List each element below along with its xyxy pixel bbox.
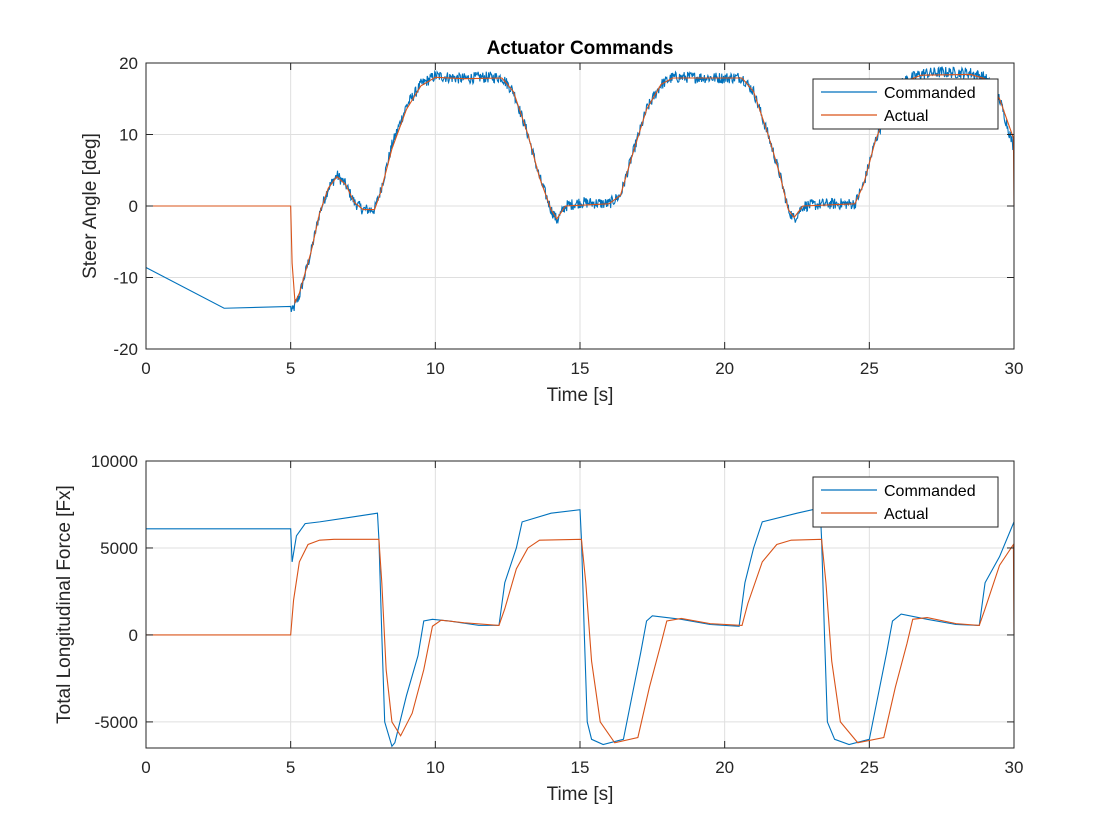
- force-y-tick-label-2: 5000: [100, 539, 138, 558]
- force-series-actual-line: [146, 538, 1015, 744]
- steer-x-tick-label-1: 5: [286, 359, 295, 378]
- force-lines: [146, 507, 1015, 748]
- force-y-tick-label-0: -5000: [95, 713, 138, 732]
- steer-x-tick-label-4: 20: [715, 359, 734, 378]
- force-y-tick-label-3: 10000: [91, 452, 138, 471]
- chart-title: Actuator Commands: [487, 38, 674, 59]
- steer-legend: Commanded Actual: [812, 78, 999, 130]
- steer-x-axis-label: Time [s]: [547, 385, 614, 406]
- steer-ticks: 0 5 10 15 20 25 30 -20 -10 0 10 20: [113, 54, 1023, 378]
- steer-y-tick-label-3: 10: [119, 126, 138, 145]
- force-x-axis-label: Time [s]: [547, 784, 614, 805]
- force-legend: Commanded Actual: [812, 476, 999, 528]
- steer-legend-box: [812, 78, 999, 130]
- force-y-tick-label-1: 0: [129, 626, 138, 645]
- steer-y-axis-label: Steer Angle [deg]: [80, 133, 101, 279]
- force-ticks: 0 5 10 15 20 25 30 -5000 0 5000 10000: [91, 452, 1024, 777]
- force-x-tick-label-3: 15: [571, 758, 590, 777]
- force-legend-actual-label: Actual: [884, 506, 928, 523]
- steer-x-tick-label-5: 25: [860, 359, 879, 378]
- steer-x-tick-label-6: 30: [1005, 359, 1024, 378]
- force-x-tick-label-0: 0: [141, 758, 150, 777]
- force-series-commanded-line: [146, 507, 1015, 748]
- steer-angle-axes: 0 5 10 15 20 25 30 -20 -10 0 10 20 Actuator Command…: [80, 38, 1023, 406]
- force-x-tick-label-2: 10: [426, 758, 445, 777]
- steer-y-tick-label-4: 20: [119, 54, 138, 73]
- steer-series-actual-line: [146, 73, 1015, 305]
- force-x-tick-label-4: 20: [715, 758, 734, 777]
- steer-legend-actual-label: Actual: [884, 108, 928, 125]
- steer-x-tick-label-0: 0: [141, 359, 150, 378]
- steer-x-tick-label-3: 15: [571, 359, 590, 378]
- force-legend-commanded-label: Commanded: [884, 483, 976, 500]
- force-y-axis-label: Total Longitudinal Force [Fx]: [54, 485, 75, 724]
- longitudinal-force-axes: 0 5 10 15 20 25 30 -5000 0 5000 10000 Time [s] Tot…: [54, 452, 1023, 805]
- steer-y-tick-label-1: -10: [113, 269, 138, 288]
- steer-x-tick-label-2: 10: [426, 359, 445, 378]
- force-legend-box: [812, 476, 999, 528]
- force-x-tick-label-1: 5: [286, 758, 295, 777]
- force-x-tick-label-5: 25: [860, 758, 879, 777]
- steer-y-tick-label-2: 0: [129, 197, 138, 216]
- steer-legend-commanded-label: Commanded: [884, 85, 976, 102]
- steer-y-tick-label-0: -20: [113, 340, 138, 359]
- force-x-tick-label-6: 30: [1005, 758, 1024, 777]
